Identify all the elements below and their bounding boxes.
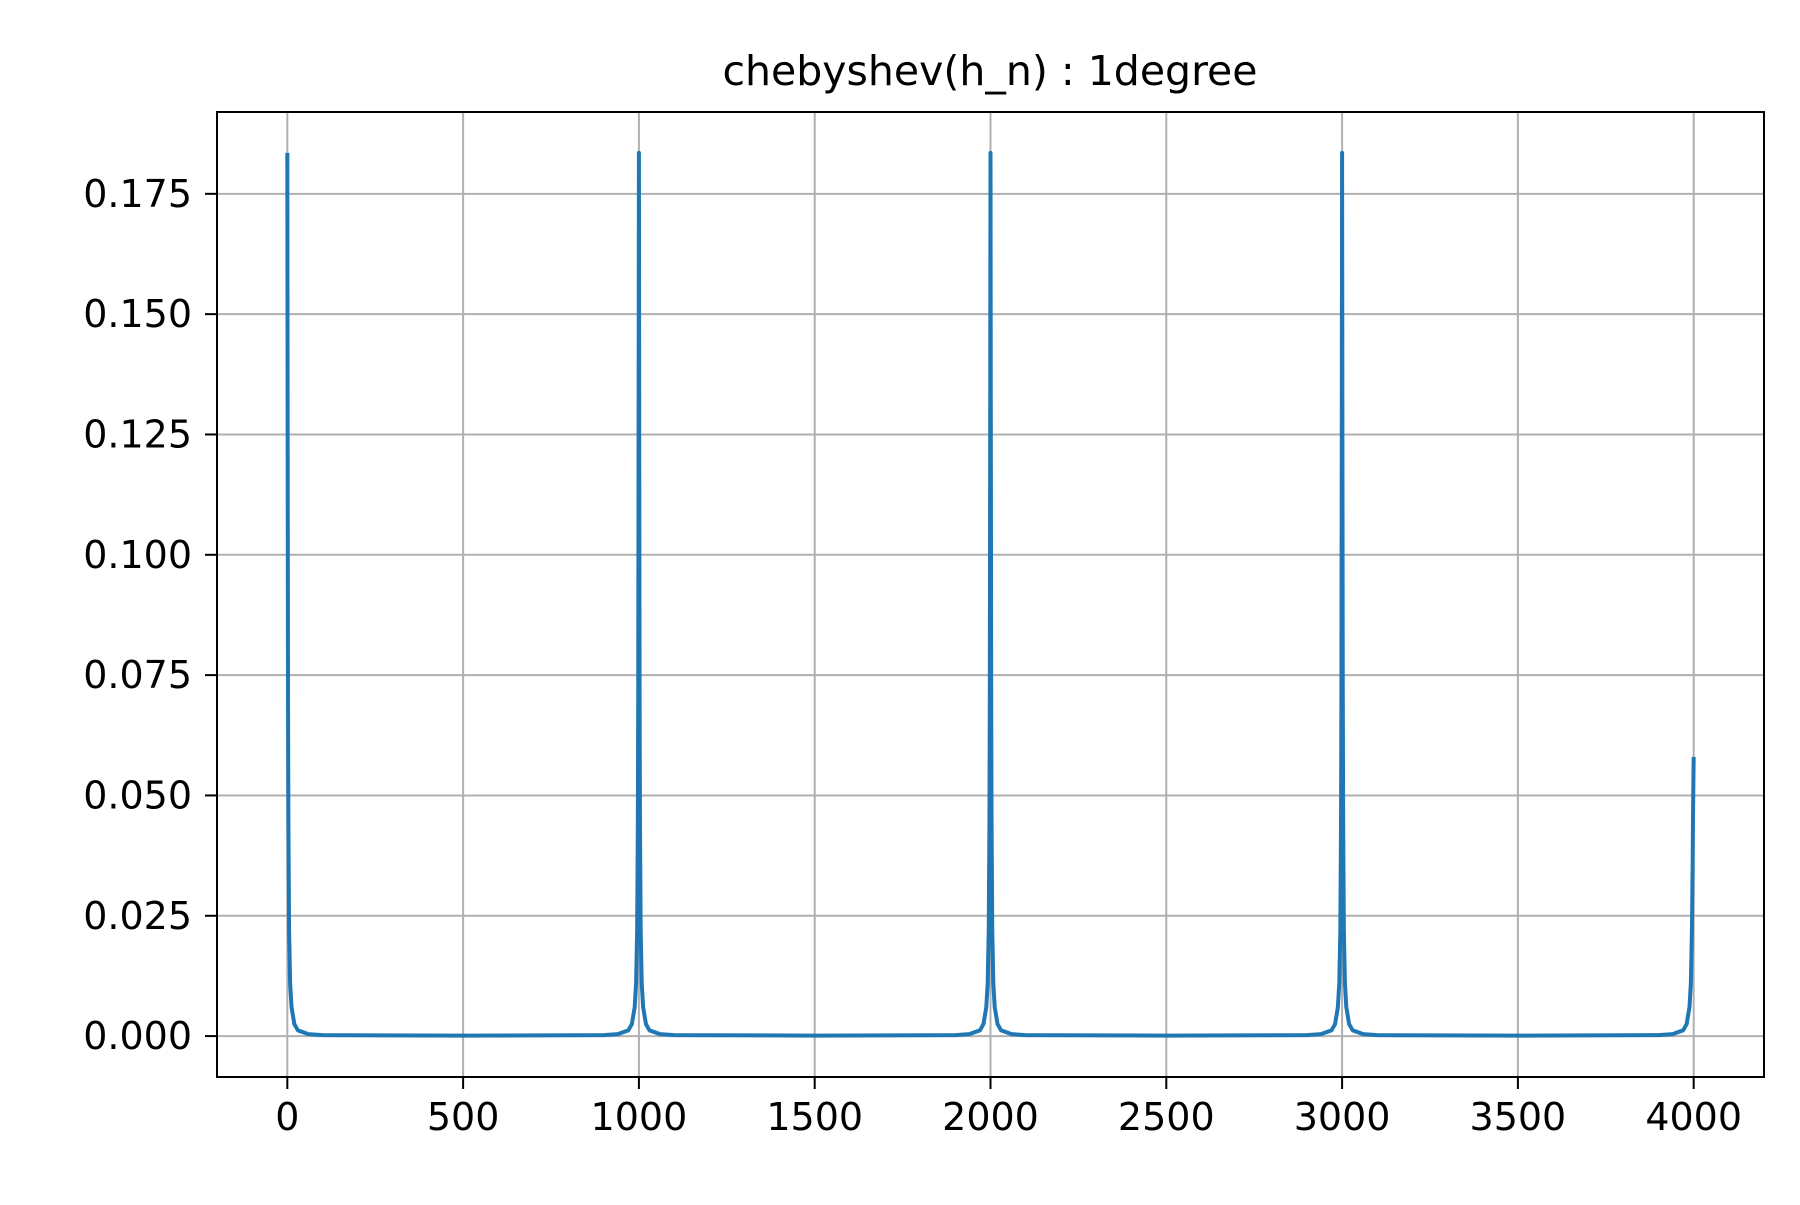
y-tick-label: 0.025 (83, 894, 192, 938)
x-tick-label: 0 (275, 1095, 299, 1139)
y-tick-label: 0.150 (83, 292, 192, 336)
x-tick-label: 1000 (591, 1095, 688, 1139)
x-tick-label: 3500 (1470, 1095, 1567, 1139)
y-tick-label: 0.175 (83, 172, 192, 216)
series-line-0 (285, 150, 1696, 1038)
x-tick-label: 2500 (1118, 1095, 1215, 1139)
x-tick-label: 2000 (942, 1095, 1039, 1139)
x-tick-label: 3000 (1294, 1095, 1391, 1139)
x-axis: 0 500 1000 1500 2000 2500 3000 3500 4000 (275, 1077, 1742, 1139)
y-tick-label: 0.075 (83, 653, 192, 697)
chart-title: chebyshev(h_n) : 1degree (723, 47, 1258, 95)
y-tick-label: 0.125 (83, 412, 192, 456)
x-tick-label: 1500 (766, 1095, 863, 1139)
y-axis: 0.000 0.025 0.050 0.075 0.100 0.125 0.150 0.175 (83, 172, 217, 1058)
x-tick-label: 500 (427, 1095, 500, 1139)
y-tick-label: 0.100 (83, 533, 192, 577)
x-tick-label: 4000 (1645, 1095, 1742, 1139)
y-tick-label: 0.000 (83, 1014, 192, 1058)
y-tick-label: 0.050 (83, 773, 192, 817)
series-layer (285, 150, 1696, 1038)
